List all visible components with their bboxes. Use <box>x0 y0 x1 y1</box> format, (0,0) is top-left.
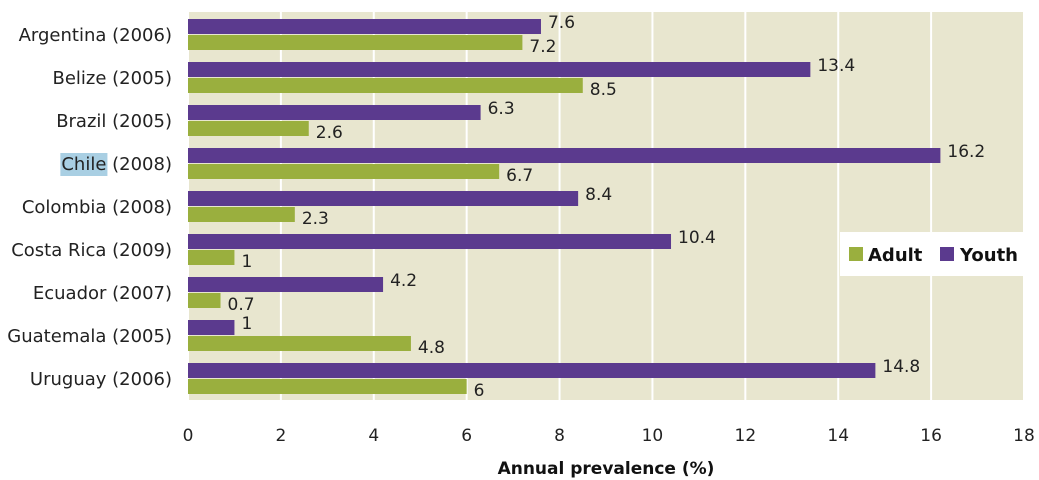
value-label-adult: 2.3 <box>302 209 329 229</box>
x-tick-label: 12 <box>735 426 757 446</box>
value-label-adult: 7.2 <box>529 37 556 57</box>
x-tick-label: 6 <box>461 426 472 446</box>
bar-youth <box>188 320 235 335</box>
category-label: Uruguay (2006) <box>30 369 172 390</box>
category-labels: Argentina (2006) Belize (2005) Brazil (200… <box>7 25 172 390</box>
category-label: Colombia (2008) <box>22 197 172 218</box>
x-tick-label: 8 <box>554 426 565 446</box>
bar-youth <box>188 191 579 206</box>
value-label-adult: 0.7 <box>228 295 255 315</box>
bar-adult <box>188 250 235 265</box>
value-label-adult: 6.7 <box>506 166 533 186</box>
value-label-adult: 4.8 <box>418 338 445 358</box>
x-tick-labels: 0 2 4 6 8 10 12 14 16 18 <box>183 426 1035 446</box>
value-label-adult: 2.6 <box>316 123 343 143</box>
bars <box>188 19 941 394</box>
x-axis-title: Annual prevalence (%) <box>498 459 715 479</box>
bar-youth <box>188 19 541 34</box>
legend: Adult Youth <box>840 232 1024 276</box>
category-highlight <box>60 153 108 176</box>
bar-youth <box>188 105 481 120</box>
x-tick-label: 4 <box>368 426 379 446</box>
legend-box <box>840 232 1024 276</box>
value-label-youth: 10.4 <box>678 228 716 248</box>
legend-label-adult: Adult <box>868 245 923 266</box>
category-label: Brazil (2005) <box>56 111 172 132</box>
bar-adult <box>188 164 500 179</box>
category-label: Ecuador (2007) <box>33 283 172 304</box>
bar-adult <box>188 293 221 308</box>
bar-youth <box>188 148 941 163</box>
bar-youth <box>188 277 384 292</box>
category-label: Guatemala (2005) <box>7 326 172 347</box>
x-tick-label: 2 <box>275 426 286 446</box>
bar-adult <box>188 207 295 222</box>
value-label-youth: 4.2 <box>390 271 417 291</box>
value-label-youth: 1 <box>241 314 252 334</box>
x-tick-label: 18 <box>1013 426 1035 446</box>
category-label: Costa Rica (2009) <box>11 240 172 261</box>
value-label-youth: 16.2 <box>947 142 985 162</box>
bar-youth <box>188 234 672 249</box>
value-label-youth: 13.4 <box>817 56 855 76</box>
category-label: Chile (2008) <box>61 154 172 175</box>
bar-youth <box>188 62 811 77</box>
bar-adult <box>188 336 411 351</box>
category-label: Argentina (2006) <box>19 25 172 46</box>
x-tick-label: 0 <box>183 426 194 446</box>
value-label-adult: 8.5 <box>590 80 617 100</box>
legend-swatch-adult <box>849 247 863 261</box>
bar-adult <box>188 121 309 136</box>
value-label-youth: 14.8 <box>882 357 920 377</box>
value-label-youth: 8.4 <box>585 185 612 205</box>
bar-youth <box>188 363 876 378</box>
bar-adult <box>188 78 583 93</box>
x-tick-label: 16 <box>920 426 942 446</box>
bar-adult <box>188 35 523 50</box>
value-label-adult: 1 <box>241 252 252 272</box>
category-label: Belize (2005) <box>52 68 172 89</box>
x-tick-label: 10 <box>642 426 664 446</box>
value-labels: 7.6 7.2 13.4 8.5 6.3 2.6 16.2 6.7 8.4 2.3 10.4 1 4.2… <box>228 13 986 401</box>
value-label-youth: 7.6 <box>548 13 575 33</box>
value-label-youth: 6.3 <box>488 99 515 119</box>
x-tick-label: 14 <box>827 426 849 446</box>
legend-swatch-youth <box>940 247 954 261</box>
legend-label-youth: Youth <box>959 245 1018 266</box>
value-label-adult: 6 <box>474 381 485 401</box>
bar-adult <box>188 379 467 394</box>
